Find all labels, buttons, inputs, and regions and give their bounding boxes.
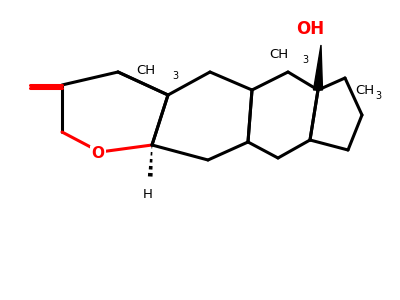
Text: 3: 3 [375,91,381,101]
Text: 3: 3 [172,71,178,81]
Text: OH: OH [296,20,324,38]
Text: CH: CH [136,64,155,76]
Text: O: O [92,146,104,161]
Polygon shape [314,45,322,90]
Text: CH: CH [355,83,374,97]
Text: H: H [143,188,153,201]
Text: CH: CH [269,47,288,61]
Text: 3: 3 [302,55,308,65]
